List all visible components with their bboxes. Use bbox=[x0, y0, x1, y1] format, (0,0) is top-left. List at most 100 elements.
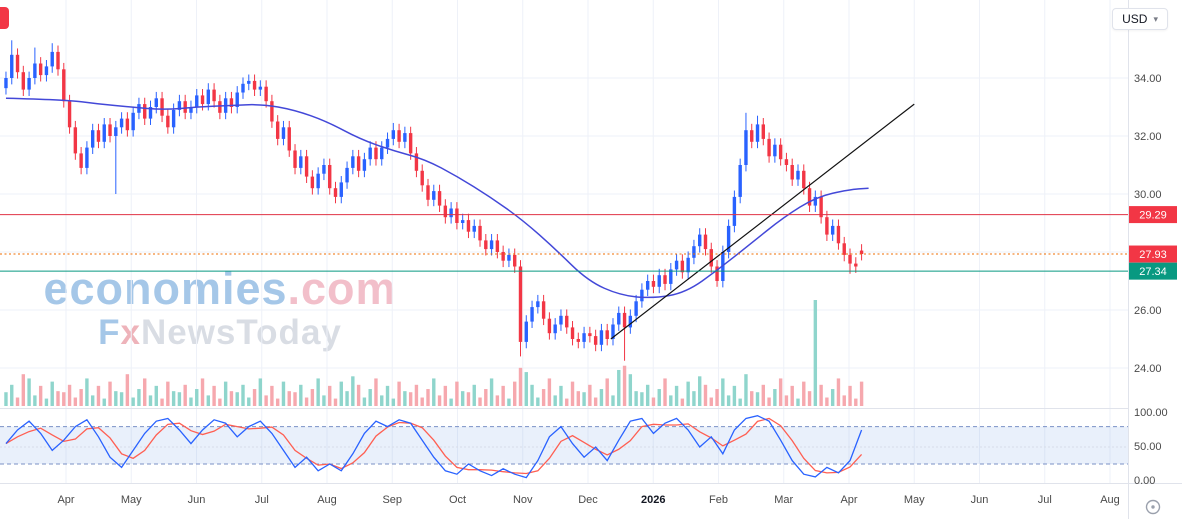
candle bbox=[489, 240, 494, 250]
candle bbox=[177, 101, 182, 110]
candle bbox=[593, 336, 598, 345]
candle bbox=[460, 220, 465, 223]
volume-bar bbox=[200, 378, 205, 406]
volume-bar bbox=[160, 398, 164, 406]
volume-bar bbox=[726, 395, 731, 406]
candle bbox=[148, 107, 153, 119]
candle bbox=[328, 165, 332, 189]
candle bbox=[807, 188, 812, 206]
volume-bar bbox=[235, 392, 239, 406]
volume-bar bbox=[397, 381, 401, 406]
candle bbox=[715, 266, 719, 281]
volume-bar bbox=[755, 392, 760, 406]
candle bbox=[518, 266, 523, 342]
candle bbox=[374, 147, 378, 160]
volume-bar bbox=[553, 395, 557, 406]
volume-bar bbox=[472, 384, 476, 406]
candle bbox=[842, 243, 846, 255]
candle bbox=[143, 104, 147, 119]
volume-bar bbox=[67, 384, 72, 406]
volume-bar bbox=[38, 385, 43, 406]
candle bbox=[790, 165, 794, 180]
volume-bar bbox=[524, 372, 528, 406]
candle bbox=[848, 254, 852, 264]
candle bbox=[27, 78, 31, 90]
volume-bar bbox=[322, 395, 326, 406]
candle bbox=[218, 101, 222, 113]
candle bbox=[391, 130, 396, 139]
target-circle-icon[interactable] bbox=[1144, 498, 1162, 516]
volume-bar bbox=[686, 381, 690, 406]
candle bbox=[85, 147, 89, 168]
candle bbox=[709, 249, 713, 267]
candle bbox=[356, 156, 361, 171]
candle bbox=[744, 130, 748, 165]
volume-bar bbox=[819, 384, 823, 406]
volume-bar bbox=[281, 381, 286, 406]
candle bbox=[472, 225, 476, 232]
candle bbox=[368, 147, 372, 160]
price-tick-label: 24.00 bbox=[1134, 363, 1162, 375]
volume-bar bbox=[802, 381, 806, 406]
candle bbox=[351, 156, 355, 168]
candle bbox=[501, 252, 505, 261]
candle bbox=[38, 63, 43, 76]
time-axis-label: Mar bbox=[774, 494, 793, 506]
candle bbox=[281, 127, 286, 139]
candle bbox=[495, 240, 500, 252]
volume-bar bbox=[432, 378, 436, 406]
candle bbox=[206, 89, 211, 105]
candle bbox=[154, 98, 158, 107]
candle bbox=[345, 167, 349, 183]
volume-bar bbox=[21, 374, 26, 406]
volume-bar bbox=[790, 385, 794, 406]
currency-selector[interactable]: USD ▾ bbox=[1112, 8, 1168, 30]
candle bbox=[33, 63, 37, 78]
volume-bar bbox=[102, 398, 106, 406]
volume-bar bbox=[206, 395, 211, 406]
logo-fragment bbox=[0, 7, 9, 29]
volume-bar bbox=[408, 392, 413, 406]
candle bbox=[553, 324, 557, 334]
volume-bar bbox=[796, 398, 800, 406]
volume-bar bbox=[50, 381, 54, 406]
volume-bar bbox=[426, 389, 430, 406]
volume-bar bbox=[62, 392, 66, 406]
volume-bar bbox=[351, 376, 355, 406]
time-axis-label: Aug bbox=[1100, 494, 1120, 506]
volume-bar bbox=[414, 384, 419, 406]
volume-bar bbox=[617, 369, 621, 406]
candle bbox=[582, 333, 586, 342]
volume-bar bbox=[177, 392, 182, 406]
candle bbox=[859, 250, 864, 255]
volume-bar bbox=[310, 389, 315, 406]
volume-bar bbox=[287, 391, 291, 406]
volume-bar bbox=[669, 395, 673, 406]
volume-bar bbox=[44, 398, 49, 406]
volume-bar bbox=[842, 395, 846, 406]
candle bbox=[796, 170, 800, 180]
time-axis-label: Dec bbox=[578, 494, 598, 506]
candle bbox=[96, 130, 101, 142]
candle bbox=[420, 170, 424, 186]
candle bbox=[570, 327, 575, 339]
candle bbox=[565, 315, 569, 328]
volume-bar bbox=[449, 398, 453, 406]
volume-bar bbox=[848, 385, 852, 406]
time-axis-label: Oct bbox=[449, 494, 466, 506]
volume-bar bbox=[518, 367, 523, 406]
candle bbox=[738, 165, 742, 197]
candle bbox=[507, 254, 511, 261]
candle bbox=[310, 176, 315, 189]
volume-bar bbox=[33, 395, 37, 406]
volume-bar bbox=[565, 398, 569, 406]
candle bbox=[56, 51, 60, 70]
volume-bar bbox=[750, 391, 754, 406]
volume-bar bbox=[241, 384, 245, 406]
price-badge bbox=[1129, 262, 1177, 280]
candle bbox=[732, 196, 737, 226]
candle bbox=[380, 147, 384, 160]
volume-bar bbox=[738, 398, 742, 406]
